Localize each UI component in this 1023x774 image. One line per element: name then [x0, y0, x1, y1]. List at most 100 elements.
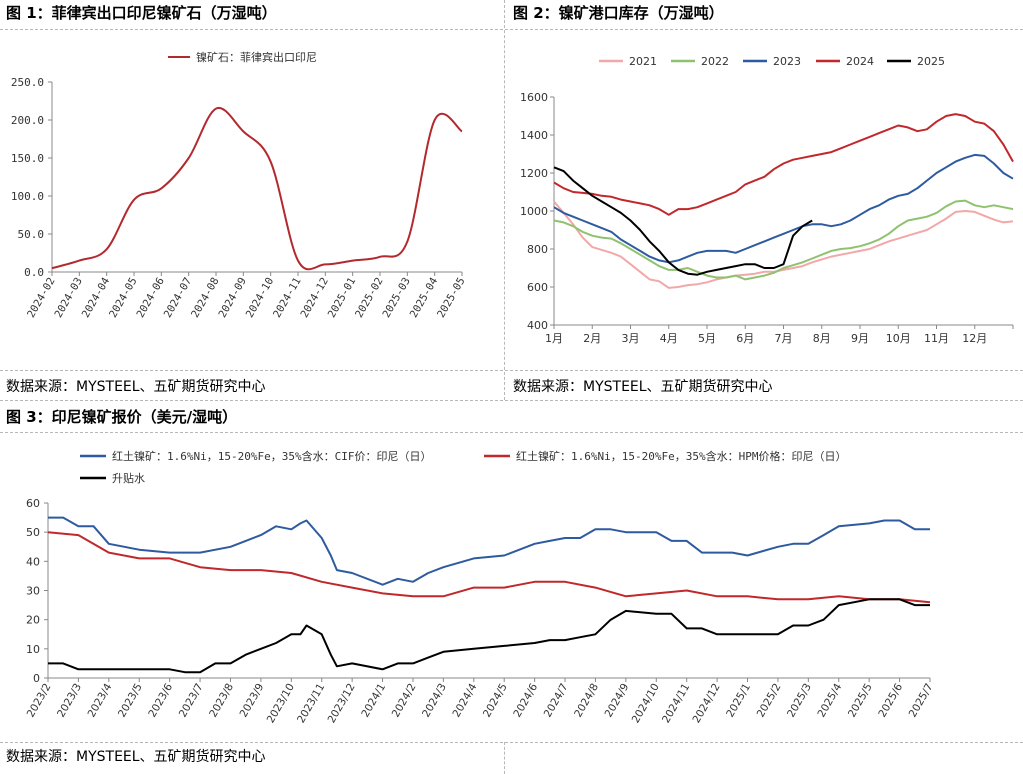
x-tick-label: 2024/8 — [572, 682, 601, 720]
x-tick-label: 2024/7 — [542, 682, 571, 720]
legend-label: 镍矿石：菲律宾出口印尼 — [196, 50, 317, 64]
legend-label: 2025 — [917, 55, 945, 68]
y-tick-label: 150.0 — [11, 152, 44, 165]
panel-source: 数据来源：MYSTEEL、五矿期货研究中心 — [6, 379, 266, 395]
y-tick-label: 200.0 — [11, 114, 44, 127]
divider-horizontal — [0, 370, 1023, 371]
x-tick-label: 1月 — [545, 332, 563, 345]
x-tick-label: 4月 — [660, 332, 678, 345]
series-line — [553, 199, 1014, 281]
x-tick-label: 2023/10 — [265, 682, 297, 726]
x-tick-label: 12月 — [962, 332, 987, 345]
series-line — [51, 106, 463, 271]
x-tick-label: 2025/4 — [815, 681, 844, 719]
y-tick-label: 50 — [26, 526, 40, 539]
x-tick-label: 11月 — [924, 332, 949, 345]
x-tick-label: 2月 — [583, 332, 601, 345]
x-tick-label: 2023/6 — [146, 681, 175, 719]
x-tick-label: 2023/7 — [177, 682, 206, 720]
y-tick-label: 100.0 — [11, 190, 44, 203]
x-tick-label: 2025/1 — [724, 682, 753, 720]
x-tick-label: 2024/3 — [420, 682, 449, 720]
panel-philippines-export: 图 1：菲律宾出口印尼镍矿石（万湿吨） 镍矿石：菲律宾出口印尼 0.0 50.0 10… — [0, 0, 505, 400]
y-tick-label: 800 — [527, 243, 548, 256]
panel-title: 图 2：镍矿港口库存（万湿吨） — [513, 4, 724, 22]
y-tick-label: 400 — [527, 319, 548, 332]
x-tick-label: 2024/10 — [630, 682, 662, 726]
y-tick-label: 30 — [26, 585, 40, 598]
legend-label: 升贴水 — [112, 471, 145, 485]
y-tick-label: 0.0 — [24, 266, 44, 279]
x-tick-label: 2025/5 — [846, 682, 875, 720]
x-tick-label: 2023/12 — [326, 682, 358, 726]
x-tick-label: 2023/2 — [25, 682, 54, 720]
y-tick-label: 600 — [527, 281, 548, 294]
y-tick-label: 1200 — [520, 167, 548, 180]
panel-source: 数据来源：MYSTEEL、五矿期货研究中心 — [513, 379, 773, 395]
panel-title: 图 1：菲律宾出口印尼镍矿石（万湿吨） — [6, 4, 277, 22]
y-tick-label: 10 — [26, 643, 40, 656]
series-line — [47, 531, 931, 604]
x-tick-label: 2024/5 — [481, 682, 510, 720]
y-tick-label: 1400 — [520, 129, 548, 142]
x-tick-label: 9月 — [851, 332, 869, 345]
legend-label: 红土镍矿：1.6%Ni，15-20%Fe，35%含水：CIF价：印尼（日） — [112, 449, 431, 463]
divider-vertical — [504, 742, 505, 774]
panel-indonesia-price: 图 3：印尼镍矿报价（美元/湿吨） 红土镍矿：1.6%Ni，15-20%Fe，3… — [0, 400, 1023, 774]
series-line — [553, 153, 1014, 264]
x-tick-label: 2024/9 — [603, 682, 632, 720]
series-line — [553, 113, 1014, 216]
chart-philippines-export: 镍矿石：菲律宾出口印尼 0.0 50.0 100.0 150.0 200.0 250.0 20… — [11, 50, 468, 320]
x-tick-label: 2025/7 — [907, 682, 936, 720]
x-tick-label: 2023/3 — [55, 682, 84, 720]
chart-port-inventory: 2021 2022 2023 2024 2025 400 600 800 1000 1200 140… — [520, 55, 1014, 345]
y-tick-label: 60 — [26, 497, 40, 510]
x-tick-label: 2023/8 — [207, 682, 236, 720]
y-tick-label: 250.0 — [11, 76, 44, 89]
x-tick-label: 2024/2 — [390, 682, 419, 720]
legend-label: 2021 — [629, 55, 657, 68]
x-tick-label: 2025-05 — [435, 276, 468, 320]
x-tick-label: 3月 — [622, 332, 640, 345]
y-tick-label: 40 — [26, 555, 40, 568]
divider-horizontal — [0, 742, 1023, 743]
x-tick-label: 2023/11 — [295, 682, 327, 726]
x-tick-label: 6月 — [736, 332, 754, 345]
panel-source: 数据来源：MYSTEEL、五矿期货研究中心 — [6, 749, 266, 765]
panel-title: 图 3：印尼镍矿报价（美元/湿吨） — [6, 408, 238, 426]
divider-horizontal — [0, 432, 1023, 433]
legend-label: 2022 — [701, 55, 729, 68]
divider-horizontal — [0, 400, 1023, 401]
x-tick-label: 7月 — [775, 332, 793, 345]
series-line — [553, 200, 1014, 289]
x-tick-label: 2025/2 — [755, 682, 784, 720]
x-tick-label: 2024/11 — [660, 682, 692, 726]
x-tick-label: 10月 — [886, 332, 911, 345]
x-tick-label: 2023/5 — [116, 682, 145, 720]
series-line — [48, 598, 930, 674]
x-tick-label: 2024/12 — [690, 682, 722, 726]
divider-vertical — [504, 0, 505, 400]
x-tick-label: 5月 — [698, 332, 716, 345]
divider-horizontal — [0, 29, 1023, 30]
y-tick-label: 1000 — [520, 205, 548, 218]
x-tick-label: 2025/6 — [876, 681, 905, 719]
x-tick-label: 2024/1 — [359, 682, 388, 720]
x-tick-label: 2023/9 — [238, 682, 267, 720]
series-line — [48, 516, 930, 586]
y-tick-label: 50.0 — [18, 228, 45, 241]
x-tick-label: 2024/6 — [511, 681, 540, 719]
y-tick-label: 0 — [33, 672, 40, 685]
x-tick-label: 2024/4 — [451, 681, 480, 719]
chart-indonesia-price: 红土镍矿：1.6%Ni，15-20%Fe，35%含水：CIF价：印尼（日） 红土镍… — [25, 449, 936, 726]
legend-label: 2024 — [846, 55, 874, 68]
y-tick-label: 1600 — [520, 91, 548, 104]
panel-port-inventory: 图 2：镍矿港口库存（万湿吨） 2021 2022 2023 2024 2025 400 6… — [507, 0, 1023, 400]
x-tick-label: 2025/3 — [785, 682, 814, 720]
x-tick-label: 2023/4 — [86, 681, 115, 719]
y-tick-label: 20 — [26, 614, 40, 627]
legend-label: 红土镍矿：1.6%Ni，15-20%Fe，35%含水：HPM价格：印尼（日） — [516, 449, 846, 463]
series-line — [553, 166, 813, 276]
x-tick-label: 8月 — [813, 332, 831, 345]
legend-label: 2023 — [773, 55, 801, 68]
